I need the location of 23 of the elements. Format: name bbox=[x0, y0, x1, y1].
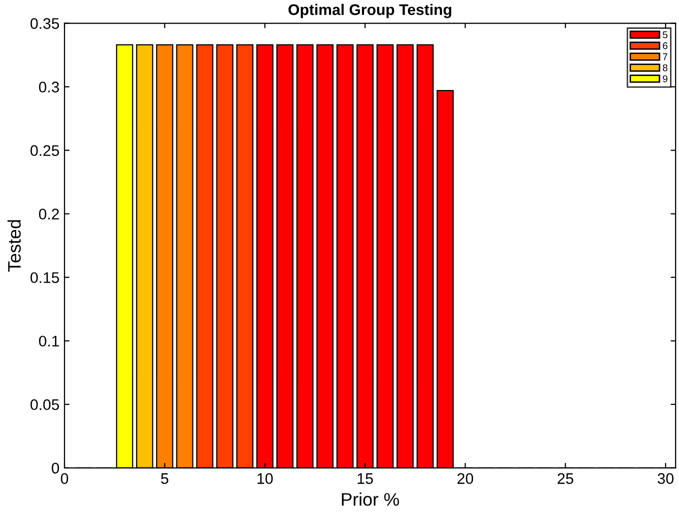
y-tick-label: 0 bbox=[52, 462, 60, 474]
x-tick-label: 20 bbox=[458, 473, 474, 484]
y-tick-label: 0.1 bbox=[39, 336, 59, 347]
legend-label: 7 bbox=[662, 53, 668, 60]
legend-label: 9 bbox=[662, 75, 668, 82]
y-tick-label: 0.35 bbox=[30, 18, 60, 29]
x-tick-label: 0 bbox=[60, 473, 68, 484]
x-tick-label: 30 bbox=[658, 473, 674, 484]
x-axis-title: Prior % bbox=[342, 492, 400, 506]
y-tick-label: 0.05 bbox=[30, 399, 60, 410]
chart-title: Optimal Group Testing bbox=[288, 4, 452, 18]
x-tick-label: 15 bbox=[358, 473, 373, 484]
legend-label: 6 bbox=[662, 42, 668, 50]
y-tick-label: 0.3 bbox=[39, 82, 59, 92]
y-tick-label: 0.15 bbox=[30, 272, 60, 284]
x-tick-label: 10 bbox=[258, 473, 273, 484]
y-axis-title: Tested bbox=[8, 220, 21, 272]
x-tick-label: 5 bbox=[161, 473, 168, 484]
x-tick-label: 25 bbox=[558, 473, 574, 484]
y-tick-label: 0.2 bbox=[39, 208, 59, 220]
legend-label: 5 bbox=[662, 31, 668, 38]
legend-label: 8 bbox=[662, 64, 668, 72]
y-tick-label: 0.25 bbox=[30, 145, 60, 156]
